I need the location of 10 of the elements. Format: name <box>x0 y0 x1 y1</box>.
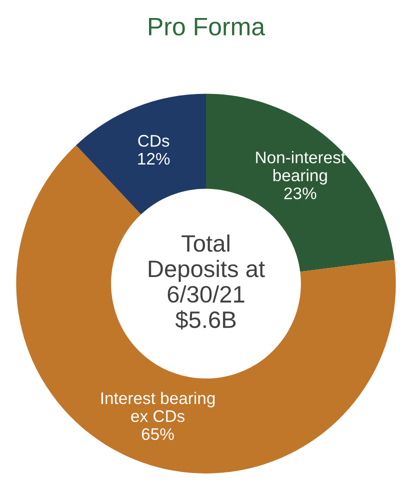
donut-slice <box>76 94 206 214</box>
data-label: 65% <box>142 428 174 440</box>
chart-title: Pro Forma <box>149 18 266 36</box>
donut-slice <box>16 145 396 474</box>
slice-label: CDs <box>138 134 170 147</box>
text: Total Deposits at 6/30/21 $5.6B <box>148 234 265 330</box>
data-label: 12% <box>138 152 170 165</box>
data-label: 23% <box>284 187 316 200</box>
slice-label: Interest bearing ex CDs <box>101 392 215 422</box>
slice-label: Non-interest bearing <box>256 151 346 185</box>
